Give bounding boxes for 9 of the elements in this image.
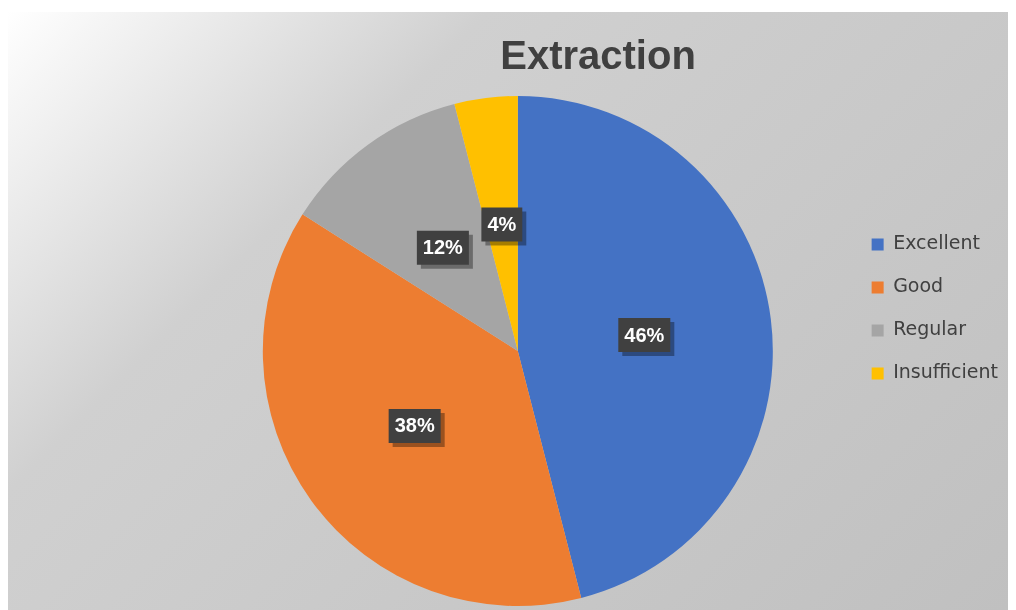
data-label: 4% (487, 213, 517, 236)
legend-label: Excellent (893, 231, 980, 254)
data-label: 46% (624, 323, 665, 346)
legend-label: Insufficient (893, 360, 999, 383)
data-label: 38% (394, 414, 435, 437)
legend-label: Good (893, 274, 944, 297)
data-label: 12% (422, 236, 464, 259)
chart-title: Extraction (500, 33, 696, 78)
legend-label: Regular (893, 317, 967, 340)
